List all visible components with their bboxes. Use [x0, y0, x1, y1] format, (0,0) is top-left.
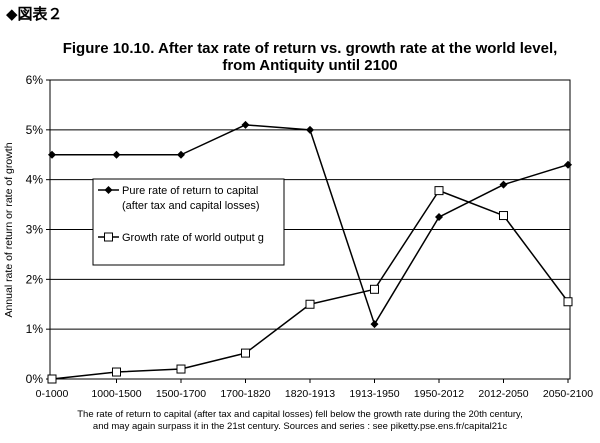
x-tick-label-1: 1000-1500 [91, 388, 141, 400]
chart-title-line-2: from Antiquity until 2100 [222, 57, 398, 74]
series-1-point-2 [177, 150, 185, 159]
chart-title-line-1: Figure 10.10. After tax rate of return v… [62, 40, 558, 57]
y-tick-label-6: 6% [26, 73, 44, 87]
x-tick-label-2: 1500-1700 [156, 388, 206, 400]
legend: Pure rate of return to capital (after ta… [92, 178, 285, 266]
footnote-line-2: and may again surpass it in the 21st cen… [92, 421, 508, 432]
y-tick-label-4: 4% [26, 173, 44, 187]
series-2-point-4 [305, 299, 315, 309]
series-1-point-0 [48, 150, 56, 159]
legend-box [92, 178, 285, 266]
series-1-point-1 [112, 150, 121, 159]
x-tick-label-5: 1913-1950 [349, 388, 399, 400]
x-tick-label-4: 1820-1913 [285, 388, 335, 400]
series-2-point-2 [176, 364, 186, 374]
header-label: ◆図表２ [6, 5, 63, 23]
series-2-point-7 [499, 211, 508, 221]
y-tick-label-5: 5% [26, 123, 44, 137]
footnote: The rate of return to capital (after tax… [20, 409, 580, 433]
legend-label-series-1-line-1: Pure rate of return to capital [122, 185, 258, 197]
series-1-point-3 [241, 120, 250, 129]
series-2-point-5 [370, 284, 379, 294]
x-tick-label-3: 1700-1820 [220, 388, 270, 400]
series-layer [47, 120, 573, 384]
series-1-point-8 [564, 160, 572, 169]
series-1-point-7 [499, 180, 508, 189]
y-axis-ticks: 0% 1% 2% 3% 4% 5% 6% [26, 73, 50, 386]
legend-marker-series-2 [104, 232, 113, 242]
x-tick-label-8: 2050-2100 [543, 388, 593, 400]
x-tick-label-6: 1950-2012 [414, 388, 464, 400]
legend-label-series-2: Growth rate of world output g [122, 232, 264, 244]
series-2-point-6 [434, 186, 444, 196]
series-2-point-8 [563, 297, 573, 307]
legend-label-series-1-line-2: (after tax and capital losses) [122, 200, 260, 212]
legend-marker-series-1 [104, 186, 113, 194]
x-axis-ticks: 0-1000 1000-1500 1500-1700 1700-1820 1820-19… [36, 379, 593, 400]
series-2-point-0 [47, 374, 57, 384]
series-1-point-4 [306, 125, 314, 134]
y-tick-label-3: 3% [26, 223, 44, 237]
series-1-point-6 [435, 213, 443, 222]
x-tick-label-0: 0-1000 [36, 388, 69, 400]
y-tick-label-1: 1% [26, 322, 44, 336]
x-tick-label-7: 2012-2050 [478, 388, 528, 400]
chart-title: Figure 10.10. After tax rate of return v… [40, 40, 580, 74]
footnote-line-1: The rate of return to capital (after tax… [77, 409, 523, 420]
series-2-point-3 [241, 348, 250, 358]
y-axis-label: Annual rate of return or rate of growth [3, 142, 15, 317]
y-tick-label-0: 0% [26, 372, 44, 386]
series-1-point-5 [370, 320, 379, 329]
series-2-point-1 [112, 367, 121, 377]
y-tick-label-2: 2% [26, 272, 44, 286]
